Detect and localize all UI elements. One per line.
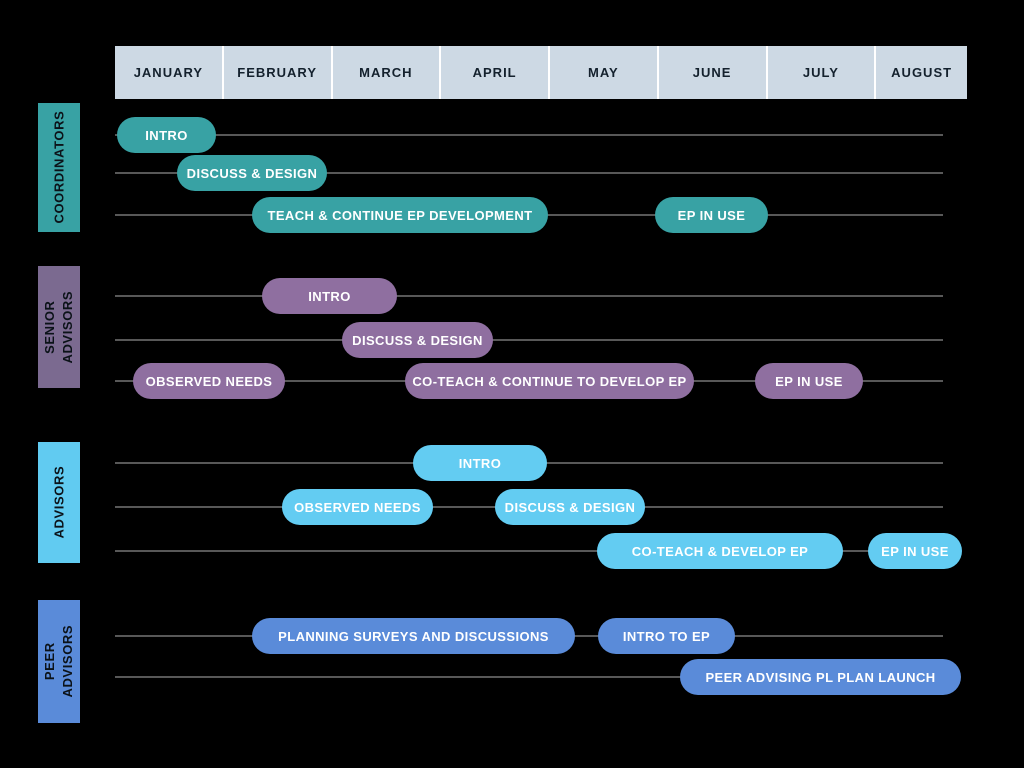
group-label-peer-advisors: PEER ADVISORS (38, 600, 80, 723)
group-label-text: SENIOR ADVISORS (41, 290, 76, 364)
month-cell-may: MAY (550, 46, 659, 99)
timeline-pill-teach-continue-ep-development: TEACH & CONTINUE EP DEVELOPMENT (252, 197, 548, 233)
timeline-pill-peer-advising-pl-plan-launch: PEER ADVISING PL PLAN LAUNCH (680, 659, 961, 695)
month-cell-august: AUGUST (876, 46, 967, 99)
timeline-row-line (115, 172, 943, 174)
group-label-senior-advisors: SENIOR ADVISORS (38, 266, 80, 388)
timeline-pill-observed-needs: OBSERVED NEEDS (133, 363, 285, 399)
month-cell-july: JULY (767, 46, 877, 99)
timeline-row-line (115, 339, 943, 341)
timeline-pill-co-teach-develop-ep: CO-TEACH & DEVELOP EP (597, 533, 843, 569)
timeline-pill-ep-in-use: EP IN USE (655, 197, 768, 233)
timeline-pill-planning-surveys-and-discussions: PLANNING SURVEYS AND DISCUSSIONS (252, 618, 575, 654)
timeline-pill-intro: INTRO (413, 445, 547, 481)
month-cell-january: JANUARY (115, 46, 224, 99)
timeline-pill-intro-to-ep: INTRO TO EP (598, 618, 735, 654)
timeline-pill-intro: INTRO (117, 117, 216, 153)
timeline-pill-discuss-design: DISCUSS & DESIGN (342, 322, 493, 358)
timeline-pill-co-teach-continue-to-develop-ep: CO-TEACH & CONTINUE TO DEVELOP EP (405, 363, 694, 399)
timeline-row-line (115, 550, 943, 552)
group-label-advisors: ADVISORS (38, 442, 80, 563)
month-header: JANUARY FEBRUARY MARCH APRIL MAY JUNE JU… (115, 46, 967, 99)
month-cell-february: FEBRUARY (223, 46, 333, 99)
timeline-pill-discuss-design: DISCUSS & DESIGN (177, 155, 327, 191)
timeline-pill-observed-needs: OBSERVED NEEDS (282, 489, 433, 525)
timeline-row-line (115, 676, 943, 678)
group-label-coordinators: COORDINATORS (38, 103, 80, 232)
group-label-text: ADVISORS (50, 466, 66, 539)
timeline-row-line (115, 295, 943, 297)
timeline-pill-ep-in-use: EP IN USE (755, 363, 863, 399)
timeline-row-line (115, 134, 943, 136)
timeline-pill-ep-in-use: EP IN USE (868, 533, 962, 569)
timeline-pill-discuss-design: DISCUSS & DESIGN (495, 489, 645, 525)
month-cell-june: JUNE (658, 46, 768, 99)
month-cell-april: APRIL (441, 46, 550, 99)
group-label-text: PEER ADVISORS (41, 625, 76, 698)
month-cell-march: MARCH (332, 46, 442, 99)
timeline-pill-intro: INTRO (262, 278, 397, 314)
group-label-text: COORDINATORS (50, 111, 66, 224)
